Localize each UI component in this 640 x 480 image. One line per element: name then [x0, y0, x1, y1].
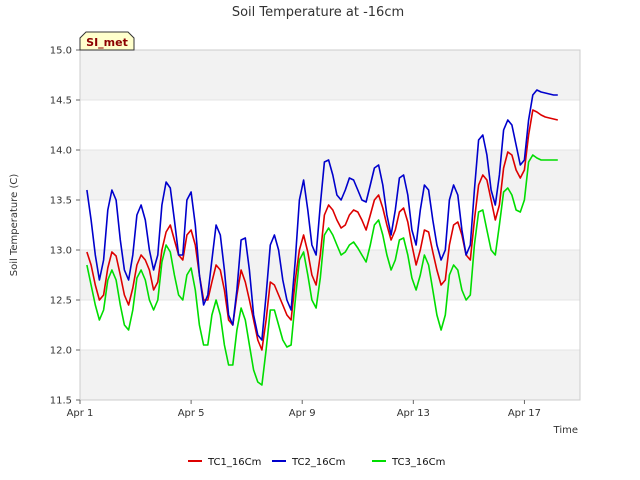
y-tick-label: 15.0 — [50, 46, 72, 57]
legend-label-tc3_16cm: TC3_16Cm — [391, 457, 445, 468]
y-tick-label: 11.5 — [50, 396, 72, 407]
series-line-tc1_16cm — [86, 109, 558, 351]
y-tick-label: 14.0 — [50, 146, 72, 157]
x-tick-label: Apr 17 — [508, 408, 541, 419]
plot-background — [80, 50, 580, 400]
x-axis-ticks: Apr 1 Apr 5 Apr 9 Apr 13 Apr 17 — [67, 400, 541, 419]
grid-band — [80, 50, 580, 100]
grid-band — [80, 250, 580, 300]
legend-label-tc2_16cm: TC2_16Cm — [291, 457, 345, 468]
y-axis-label: Soil Temperature (C) — [9, 174, 20, 277]
y-axis-ticks: 11.5 12.0 12.5 13.0 13.5 14.0 14.5 15.0 — [50, 46, 80, 407]
legend: TC1_16Cm TC2_16Cm TC3_16Cm — [188, 457, 445, 468]
x-tick-label: Apr 9 — [289, 408, 316, 419]
y-tick-label: 12.0 — [50, 346, 72, 357]
grid-band — [80, 350, 580, 400]
series-line-tc3_16cm — [86, 154, 558, 386]
badge-label: SI_met — [86, 36, 128, 49]
x-tick-label: Apr 1 — [67, 408, 94, 419]
series-line-tc2_16cm — [86, 89, 558, 341]
plot-area — [79, 49, 581, 401]
y-tick-label: 13.5 — [50, 196, 72, 207]
x-axis-label: Time — [553, 425, 578, 436]
plot-border — [79, 49, 581, 401]
station-badge: SI_met — [79, 31, 135, 51]
y-tick-label: 14.5 — [50, 96, 72, 107]
x-tick-label: Apr 5 — [178, 408, 205, 419]
x-tick-label: Apr 13 — [397, 408, 430, 419]
y-tick-label: 12.5 — [50, 296, 72, 307]
grid-band — [80, 150, 580, 200]
series-lines — [86, 89, 558, 386]
chart-title: Soil Temperature at -16cm — [232, 5, 404, 20]
badge-shape — [79, 31, 135, 51]
grid-bands — [80, 50, 580, 400]
legend-label-tc1_16cm: TC1_16Cm — [207, 457, 261, 468]
y-tick-label: 13.0 — [50, 246, 72, 257]
